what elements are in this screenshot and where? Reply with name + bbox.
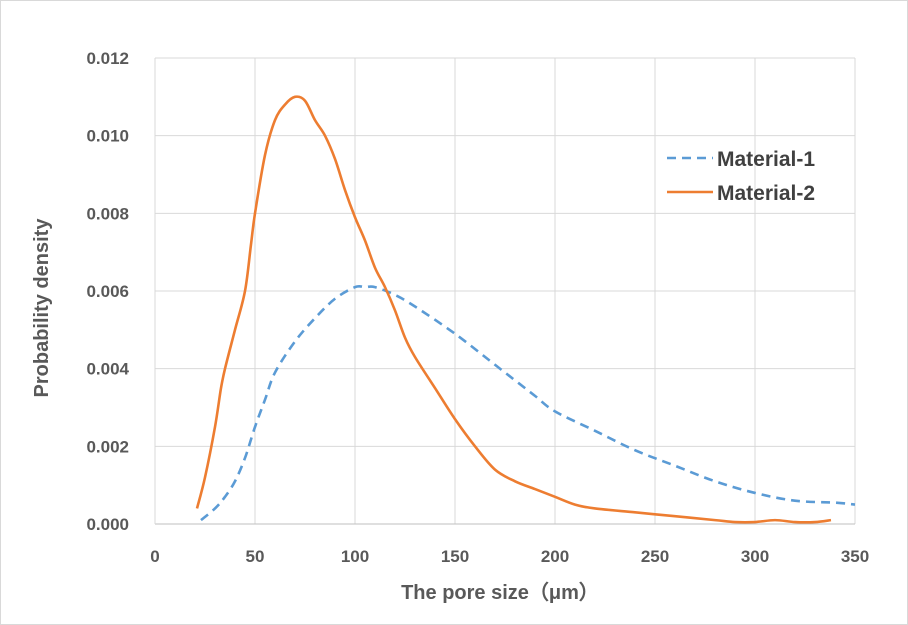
- x-tick-label: 250: [641, 547, 669, 566]
- y-tick-label: 0.000: [86, 515, 129, 534]
- legend-label: Material-1: [717, 148, 815, 171]
- x-tick-label: 150: [441, 547, 469, 566]
- y-tick-label: 0.012: [86, 49, 129, 68]
- axes: [154, 58, 855, 525]
- y-tick-label: 0.006: [86, 282, 129, 301]
- gridlines: [155, 57, 856, 524]
- x-tick-label: 0: [150, 547, 159, 566]
- y-axis-title: Probability density: [31, 218, 53, 398]
- legend: Material-1 Material-2: [667, 148, 815, 205]
- series-lines: [195, 95, 856, 524]
- series-line-1: [200, 284, 856, 522]
- x-tick-label: 350: [841, 547, 869, 566]
- y-tick-label: 0.004: [86, 360, 129, 379]
- x-tick-label: 100: [341, 547, 369, 566]
- y-tick-label: 0.008: [86, 204, 129, 223]
- legend-label: Material-2: [717, 182, 815, 205]
- y-tick-label: 0.002: [86, 437, 129, 456]
- x-tick-labels: 0 50 100 150 200 250 300 350: [150, 547, 869, 566]
- x-tick-label: 50: [246, 547, 265, 566]
- y-tick-label: 0.010: [86, 127, 129, 146]
- series-line-2: [195, 95, 832, 524]
- x-axis-title: The pore size（μm）: [401, 581, 599, 604]
- x-tick-label: 200: [541, 547, 569, 566]
- y-tick-labels: 0.000 0.002 0.004 0.006 0.008 0.010 0.012: [86, 49, 129, 534]
- x-tick-label: 300: [741, 547, 769, 566]
